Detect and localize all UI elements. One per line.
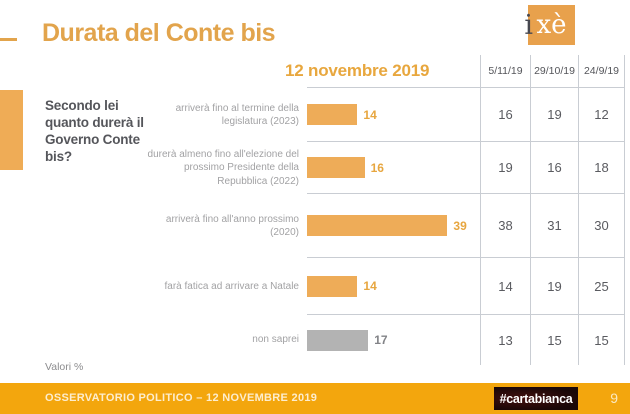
history-cell: 38 — [480, 194, 530, 258]
history-cell: 19 — [530, 88, 578, 142]
bar-cell: 14 — [307, 258, 480, 315]
history-cell: 12 — [578, 88, 625, 142]
history-cell: 16 — [480, 88, 530, 142]
title-dash — [0, 38, 17, 41]
page-number: 9 — [610, 390, 618, 406]
result-bar — [307, 275, 358, 297]
answer-label: durerà almeno fino all'elezione del pros… — [147, 148, 299, 187]
footer-title: OSSERVATORIO POLITICO – 12 NOVEMBRE 2019 — [45, 392, 318, 404]
answer-label: farà fatica ad arrivare a Natale — [164, 280, 299, 292]
history-cell: 13 — [480, 315, 530, 365]
result-bar — [307, 329, 369, 351]
bar-cell: 14 — [307, 88, 480, 142]
question-accent-bar — [0, 90, 23, 170]
current-wave-date: 12 novembre 2019 — [285, 61, 430, 80]
survey-question: Secondo lei quanto durerà il Governo Con… — [45, 98, 144, 164]
history-cell: 19 — [480, 142, 530, 194]
history-cell: 19 — [530, 258, 578, 315]
ixe-logo: i xè — [524, 5, 575, 45]
history-column-header: 24/9/19 — [578, 55, 625, 88]
ixe-logo-xe: xè — [536, 10, 567, 40]
values-unit-note: Valori % — [45, 361, 84, 373]
bar-value-label: 14 — [363, 279, 377, 293]
history-cell: 16 — [530, 142, 578, 194]
bar-value-label: 39 — [453, 218, 467, 233]
answer-row: durerà almeno fino all'elezione del pros… — [138, 142, 625, 194]
bar-value-label: 16 — [370, 160, 384, 175]
cartabianca-logo-text: #cartabianca — [499, 391, 573, 406]
history-column-header: 29/10/19 — [530, 55, 578, 88]
result-bar — [307, 157, 365, 178]
answer-row: arriverà fino all'anno prossimo (2020) 3… — [138, 194, 625, 258]
answer-row: arriverà fino al termine della legislatu… — [138, 88, 625, 142]
page-title: Durata del Conte bis — [42, 19, 276, 47]
header-spacer — [138, 55, 307, 88]
result-bar — [307, 215, 448, 236]
history-column-header: 5/11/19 — [480, 55, 530, 88]
table-header-row: 12 novembre 2019 5/11/19 29/10/19 24/9/1… — [138, 55, 625, 88]
ixe-logo-i: i — [524, 10, 533, 41]
result-bar — [307, 104, 358, 125]
bar-cell: 16 — [307, 142, 480, 194]
history-cell: 15 — [578, 315, 625, 365]
results-table: 12 novembre 2019 5/11/19 29/10/19 24/9/1… — [138, 55, 625, 365]
history-cell: 25 — [578, 258, 625, 315]
cartabianca-logo: #cartabianca — [494, 387, 578, 410]
history-cell: 30 — [578, 194, 625, 258]
history-cell: 18 — [578, 142, 625, 194]
bar-value-label: 17 — [374, 333, 388, 347]
answer-label: arriverà fino all'anno prossimo (2020) — [165, 213, 299, 239]
history-cell: 31 — [530, 194, 578, 258]
answer-row: farà fatica ad arrivare a Natale 14 14 1… — [138, 258, 625, 315]
history-cell: 14 — [480, 258, 530, 315]
bar-cell: 17 — [307, 315, 480, 365]
answer-label: arriverà fino al termine della legislatu… — [175, 102, 299, 128]
answer-label: non saprei — [252, 334, 299, 346]
answer-row: non saprei 17 13 15 15 — [138, 315, 625, 365]
bar-value-label: 14 — [363, 107, 377, 122]
bar-cell: 39 — [307, 194, 480, 258]
footer-bar: OSSERVATORIO POLITICO – 12 NOVEMBRE 2019… — [0, 383, 630, 414]
history-cell: 15 — [530, 315, 578, 365]
ixe-logo-box: xè — [528, 5, 575, 45]
current-wave-header: 12 novembre 2019 — [285, 55, 480, 88]
